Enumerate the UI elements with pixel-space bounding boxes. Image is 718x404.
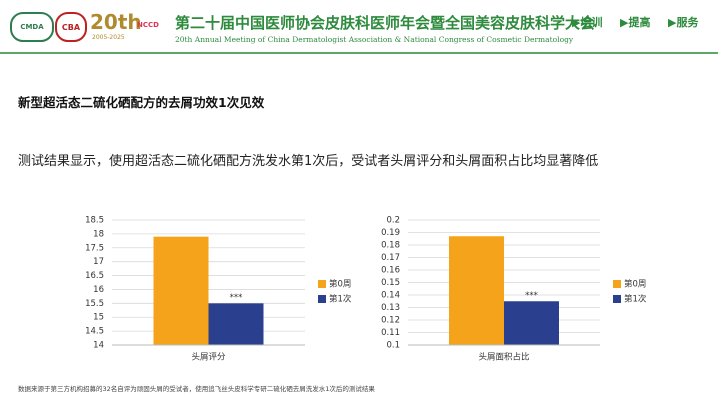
- nav-item[interactable]: ▶服务: [668, 16, 699, 29]
- slide-title: 新型超活态二硫化硒配方的去屑功效1次见效: [18, 95, 265, 110]
- header-subtitle: 20th Annual Meeting of China Dermatologi…: [175, 35, 574, 44]
- slide-text: 测试结果显示，使用超活态二硫化硒配方洗发水第1次后，受试者头屑评分和头屑面积占比…: [18, 154, 599, 169]
- legend-swatch: [318, 280, 326, 288]
- y-tick-label: 17.5: [85, 243, 104, 253]
- x-tick-label: 头屑评分: [191, 352, 226, 363]
- logo-text: 2005-2025: [92, 34, 125, 41]
- legend-swatch: [318, 295, 326, 303]
- y-tick-label: 0.12: [381, 316, 400, 326]
- bar: [449, 236, 504, 345]
- annotation: ***: [525, 291, 538, 301]
- legend-label: 第1次: [624, 294, 647, 305]
- bar: [153, 236, 209, 345]
- y-tick-label: 16: [93, 285, 104, 295]
- legend-swatch: [613, 295, 621, 303]
- nav-item[interactable]: ▶提高: [620, 16, 651, 29]
- footnote: 数据来源于第三方机构招募的32名自评为顽固头屑的受试者，使用追飞丝头皮科学专研二…: [18, 385, 375, 393]
- y-tick-label: 0.11: [381, 328, 400, 338]
- logo: NCCD: [137, 21, 159, 29]
- legend-label: 第0周: [624, 279, 646, 290]
- legend-label: 第1次: [329, 294, 352, 305]
- y-tick-label: 0.13: [381, 303, 400, 313]
- y-tick-label: 0.17: [381, 253, 400, 263]
- y-tick-label: 0.18: [381, 241, 400, 251]
- logo: CMDA: [10, 12, 54, 42]
- y-tick-label: 17: [93, 257, 104, 267]
- y-tick-label: 0.16: [381, 266, 400, 276]
- y-tick-label: 0.19: [381, 228, 400, 238]
- y-tick-label: 14: [93, 341, 104, 351]
- y-tick-label: 0.2: [386, 216, 400, 226]
- logo: CBA: [55, 12, 87, 42]
- y-tick-label: 0.15: [381, 278, 400, 288]
- y-tick-label: 15: [93, 313, 104, 323]
- y-tick-label: 0.1: [386, 341, 400, 351]
- logo-text: 20th: [90, 10, 142, 34]
- bar: [504, 301, 559, 345]
- legend-swatch: [613, 280, 621, 288]
- annotation: ***: [230, 293, 243, 303]
- legend-label: 第0周: [329, 279, 351, 290]
- nav-item[interactable]: ▶培训: [572, 16, 603, 29]
- header-rule: [0, 52, 718, 54]
- bar: [208, 303, 264, 345]
- y-tick-label: 15.5: [85, 299, 104, 309]
- y-tick-label: 0.14: [381, 291, 400, 301]
- y-tick-label: 16.5: [85, 271, 104, 281]
- y-tick-label: 18.5: [85, 216, 104, 226]
- header-title: 第二十届中国医师协会皮肤科医师年会暨全国美容皮肤科学大会: [175, 14, 596, 32]
- y-tick-label: 18: [93, 229, 104, 239]
- y-tick-label: 14.5: [85, 327, 104, 337]
- x-tick-label: 头屑面积占比: [478, 352, 529, 363]
